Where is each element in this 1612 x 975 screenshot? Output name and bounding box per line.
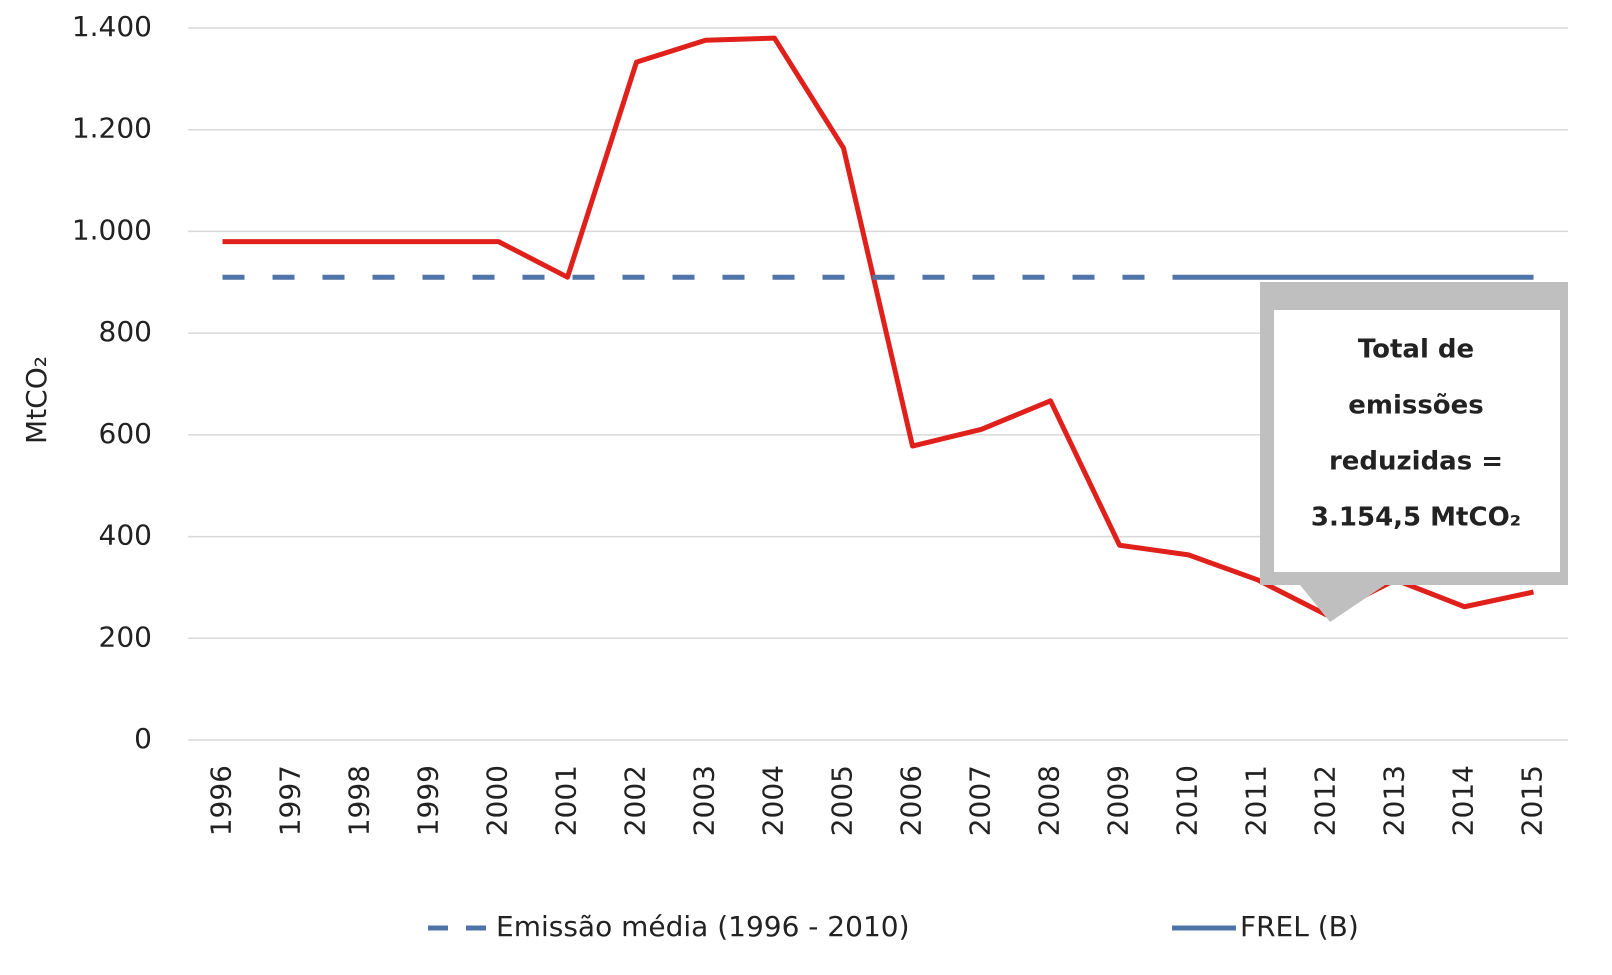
annotation-text: emissões: [1348, 391, 1484, 421]
y-tick-label: 1.200: [72, 112, 152, 145]
series-line: [222, 35, 1535, 618]
legend-label: FREL (B): [1240, 910, 1359, 943]
x-tick-label: 2000: [481, 765, 514, 836]
x-tick-label: 2004: [757, 765, 790, 836]
x-tick-label: 2006: [895, 765, 928, 836]
x-tick-label: 2009: [1102, 765, 1135, 836]
x-tick-label: 1998: [343, 765, 376, 836]
x-tick-label: 2003: [688, 765, 721, 836]
x-tick-label: 2012: [1309, 765, 1342, 836]
x-tick-label: 2008: [1033, 765, 1066, 836]
x-tick-label: 1997: [274, 765, 307, 836]
y-tick-label: 0: [134, 722, 152, 755]
y-tick-label: 400: [99, 519, 152, 552]
y-tick-label: 1.000: [72, 213, 152, 246]
x-tick-label: 2011: [1240, 765, 1273, 836]
legend-label: Emissão média (1996 - 2010): [496, 910, 910, 943]
x-tick-label: 2001: [550, 765, 583, 836]
x-tick-label: 2010: [1171, 765, 1204, 836]
annotation-text: 3.154,5 MtCO₂: [1311, 503, 1521, 533]
x-tick-label: 2015: [1516, 765, 1549, 836]
annotation-text: Total de: [1358, 335, 1474, 365]
x-tick-label: 2005: [826, 765, 859, 836]
x-tick-label: 2014: [1447, 765, 1480, 836]
annotation-text: reduzidas =: [1329, 447, 1503, 477]
y-tick-label: 1.400: [72, 10, 152, 43]
annotation: [1260, 282, 1568, 622]
y-axis-label: MtCO₂: [20, 356, 53, 444]
y-tick-label: 800: [99, 315, 152, 348]
x-tick-label: 1996: [205, 765, 238, 836]
x-tick-label: 1999: [412, 765, 445, 836]
y-tick-label: 600: [99, 417, 152, 450]
annotation-box: [1274, 310, 1560, 572]
y-tick-label: 200: [99, 620, 152, 653]
x-tick-label: 2013: [1378, 765, 1411, 836]
x-tick-label: 2002: [619, 765, 652, 836]
x-tick-label: 2007: [964, 765, 997, 836]
